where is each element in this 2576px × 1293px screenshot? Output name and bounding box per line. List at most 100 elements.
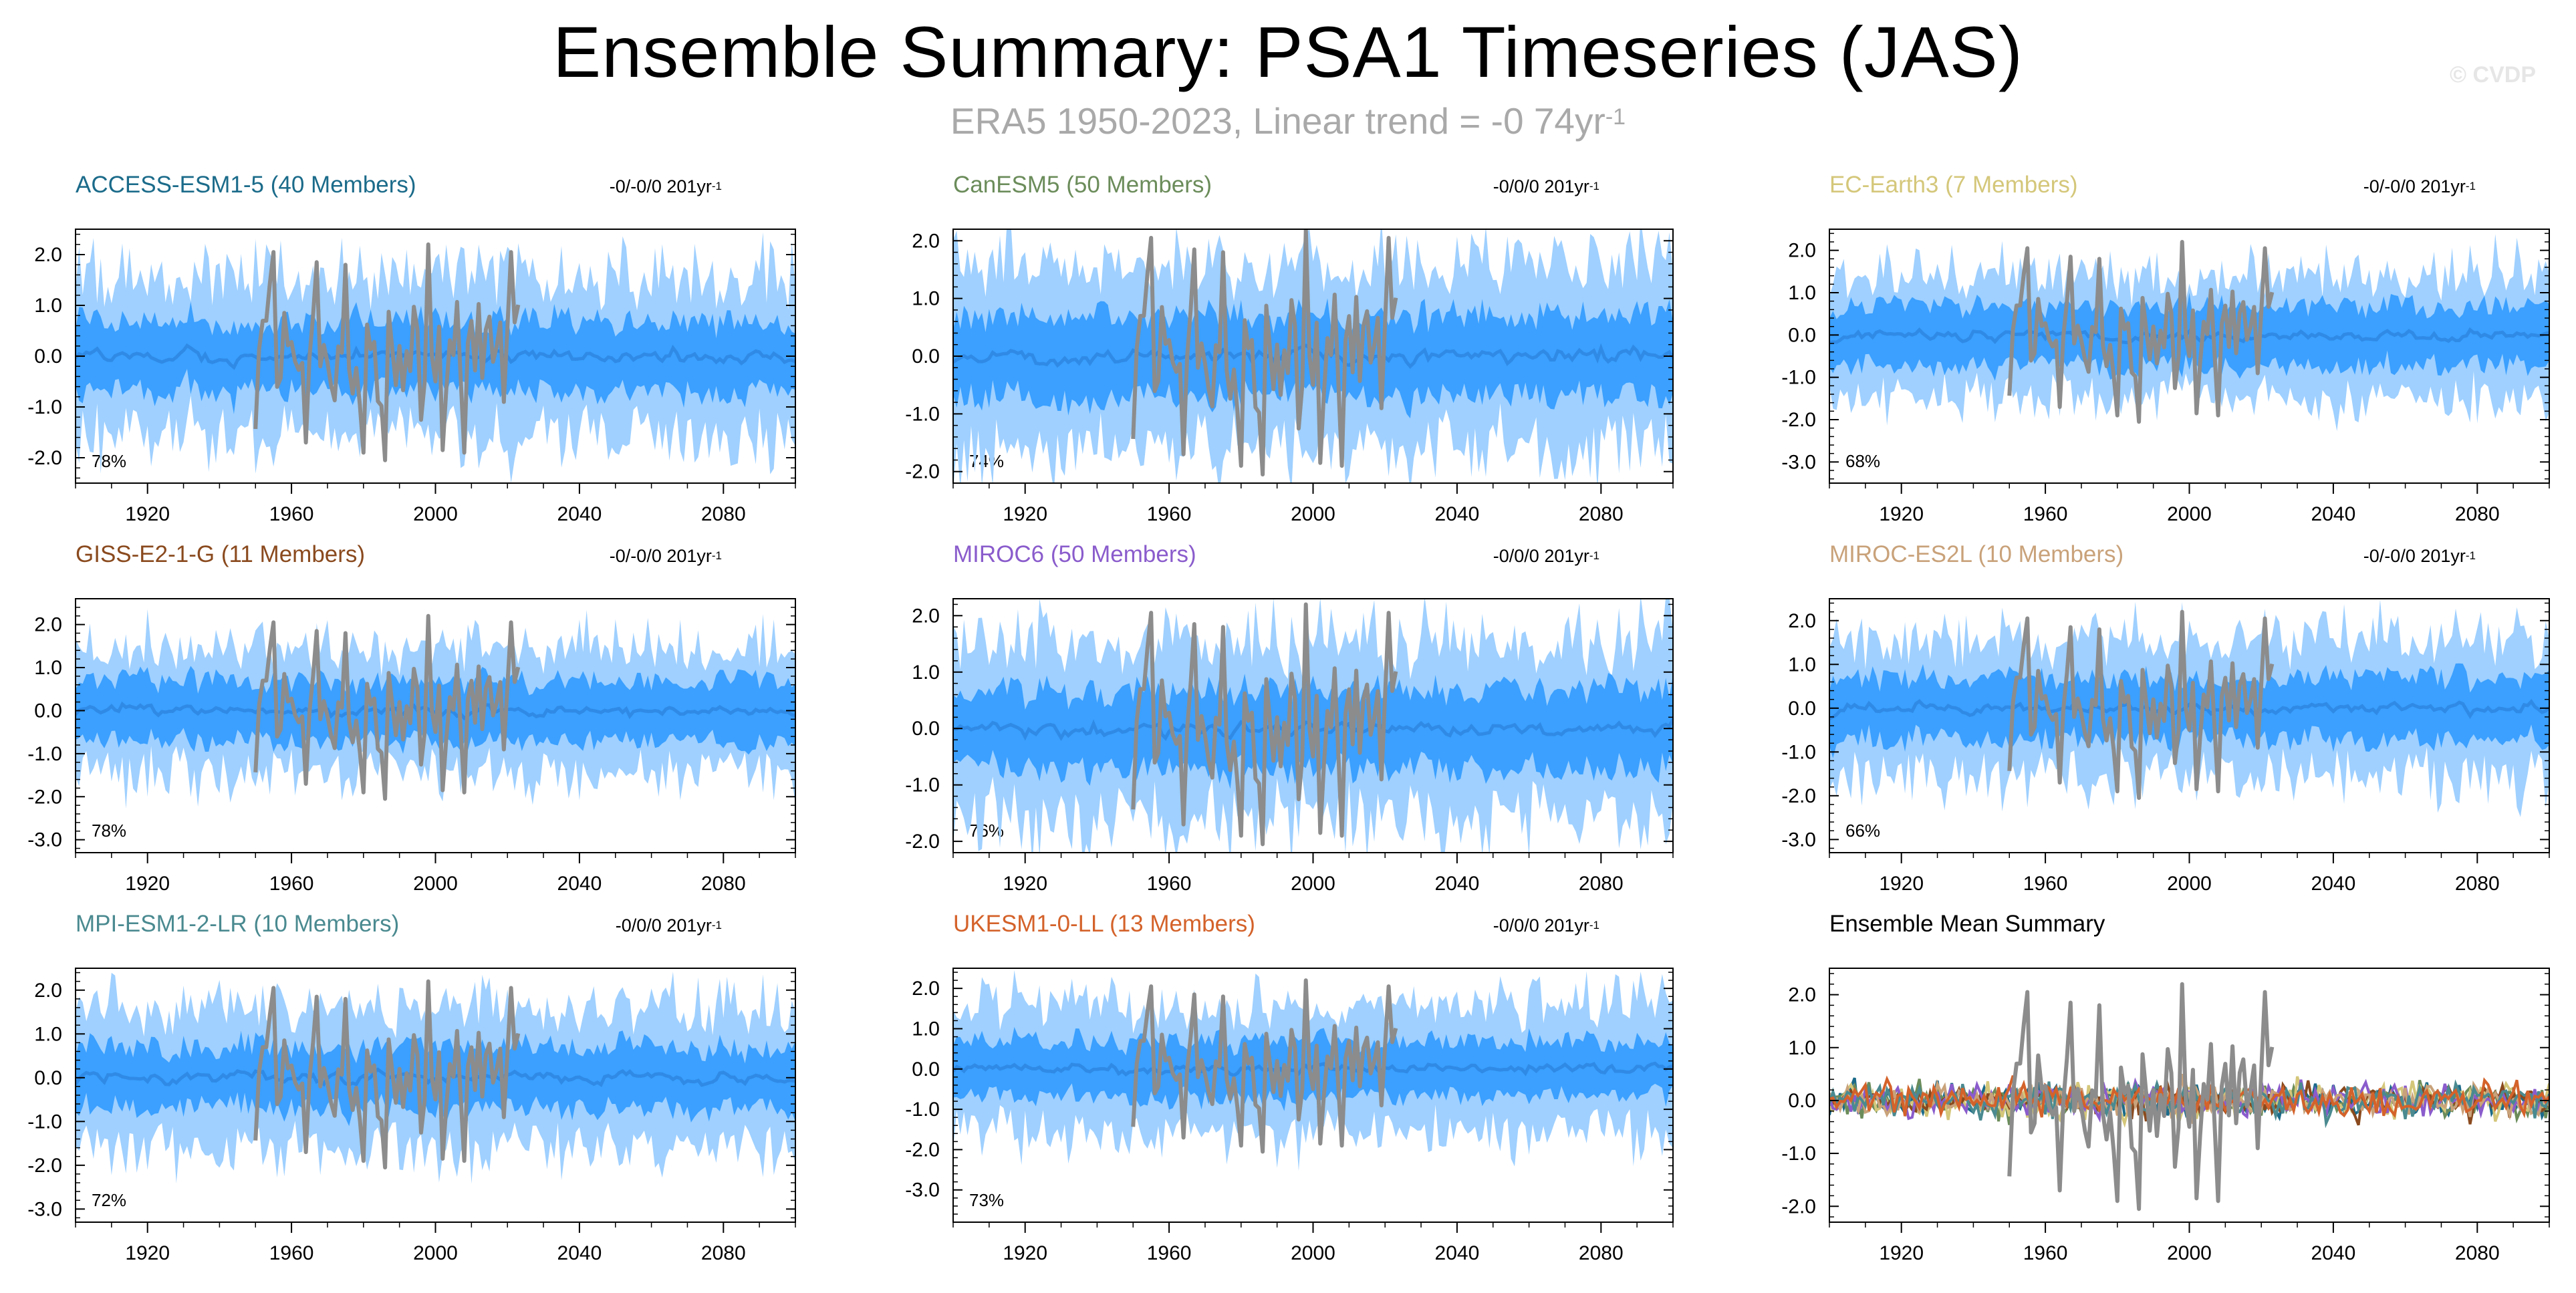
x-tick-label: 2040 xyxy=(2311,873,2356,895)
subtitle: ERA5 1950-2023, Linear trend = -0 74yr-1 xyxy=(0,99,2576,143)
observed-era5-line xyxy=(253,242,521,462)
x-tick-label: 2000 xyxy=(413,1242,458,1264)
panel-title: MPI-ESM1-2-LR (10 Members) xyxy=(76,911,400,937)
panel-trend: -0/-0/0 201yr-1 xyxy=(2363,174,2476,198)
panel-trend-text: -0/-0/0 201yr xyxy=(609,176,712,196)
panel-trend-text: -0/-0/0 201yr xyxy=(609,546,712,566)
y-tick-label: -1.0 xyxy=(27,396,62,418)
panel-trend-text: -0/-0/0 201yr xyxy=(2363,546,2466,566)
plot-area xyxy=(1829,599,2549,817)
y-tick-label: -1.0 xyxy=(27,1111,62,1133)
y-tick-label: 2.0 xyxy=(34,244,62,266)
panel-title: CanESM5 (50 Members) xyxy=(953,172,1212,198)
panel-trend-sup: -1 xyxy=(1589,549,1599,562)
plot-area xyxy=(76,972,795,1184)
panel-trend: -0/0/0 201yr-1 xyxy=(1493,174,1599,198)
plot-area xyxy=(953,599,1673,853)
y-tick-label: -1.0 xyxy=(1781,1143,1816,1165)
chart-panel-ecearth: EC-Earth3 (7 Members) -0/-0/0 201yr-1 68… xyxy=(1754,170,2576,528)
y-tick-label: 0.0 xyxy=(912,1058,940,1081)
observed-era5-line xyxy=(253,613,521,801)
y-tick-label: 2.0 xyxy=(912,230,940,252)
x-tick-label: 1920 xyxy=(125,503,170,525)
x-tick-label: 2000 xyxy=(413,503,458,525)
y-tick-label: 1.0 xyxy=(1788,654,1816,676)
y-tick-label: -2.0 xyxy=(1781,409,1816,431)
y-tick-label: -3.0 xyxy=(27,829,62,851)
x-tick-label: 1960 xyxy=(269,503,314,525)
observed-era5-line xyxy=(253,979,521,1170)
x-tick-label: 2040 xyxy=(1435,1242,1480,1264)
y-tick-label: -1.0 xyxy=(1781,367,1816,389)
panel-trend-sup: -1 xyxy=(2465,180,2476,192)
ensemble-mean-series xyxy=(1829,1076,2549,1128)
y-tick-label: 2.0 xyxy=(1788,240,1816,262)
x-tick-label: 1920 xyxy=(1003,1242,1047,1264)
x-tick-label: 2040 xyxy=(2311,503,2356,525)
chart-svg: -2.0 -1.0 0.0 1.0 2.0 1920 1960 2000 2040 2080 xyxy=(1781,968,2550,1264)
panel-title: ACCESS-ESM1-5 (40 Members) xyxy=(76,172,416,198)
y-tick-label: 2.0 xyxy=(912,978,940,1000)
x-tick-label: 1920 xyxy=(125,1242,170,1264)
chart-svg: -3.0 -2.0 -1.0 0.0 1.0 2.0 1920 1960 2000 2040 208… xyxy=(1781,229,2550,525)
y-tick-label: 1.0 xyxy=(912,662,940,684)
chart-panel-canesm: CanESM5 (50 Members) -0/0/0 201yr-1 74% … xyxy=(878,170,1700,528)
chart-panel-ensemble-summary: Ensemble Mean Summary -2.0 -1.0 0.0 1.0 2.0 1… xyxy=(1754,909,2576,1267)
subtitle-text: ERA5 1950-2023, Linear trend = -0 74yr xyxy=(950,100,1605,142)
y-tick-label: 1.0 xyxy=(34,1023,62,1045)
y-tick-label: -2.0 xyxy=(27,1155,62,1177)
y-tick-label: -1.0 xyxy=(905,1099,940,1121)
y-tick-label: 0.0 xyxy=(1788,698,1816,720)
y-tick-label: -3.0 xyxy=(27,1198,62,1220)
y-tick-label: 2.0 xyxy=(34,980,62,1002)
panel-trend-sup: -1 xyxy=(711,180,722,192)
y-tick-label: -2.0 xyxy=(27,786,62,808)
panel-percent: 66% xyxy=(1845,821,1881,841)
page-title: Ensemble Summary: PSA1 Timeseries (JAS) xyxy=(553,11,2023,92)
panel-trend: -0/0/0 201yr-1 xyxy=(616,913,722,938)
x-tick-label: 2040 xyxy=(557,1242,602,1264)
y-tick-label: 0.0 xyxy=(1788,324,1816,346)
y-tick-label: 0.0 xyxy=(34,345,62,368)
panel-percent: 73% xyxy=(969,1190,1005,1210)
panel-trend-text: -0/0/0 201yr xyxy=(1493,176,1589,196)
x-tick-label: 1960 xyxy=(2023,1242,2068,1264)
chart-svg: -3.0 -2.0 -1.0 0.0 1.0 2.0 1920 1960 2000 2040 208… xyxy=(27,968,796,1264)
chart-svg: -3.0 -2.0 -1.0 0.0 1.0 2.0 1920 1960 2000 2040 208… xyxy=(1781,598,2550,895)
chart-panel-access: ACCESS-ESM1-5 (40 Members) -0/-0/0 201yr… xyxy=(0,170,822,528)
panel-trend-text: -0/-0/0 201yr xyxy=(2363,176,2466,196)
y-tick-label: 1.0 xyxy=(34,657,62,679)
x-tick-label: 1960 xyxy=(2023,873,2068,895)
panel-trend: -0/-0/0 201yr-1 xyxy=(2363,544,2476,568)
panel-title: UKESM1-0-LL (13 Members) xyxy=(953,911,1255,937)
y-tick-label: 1.0 xyxy=(34,295,62,317)
panel-title: GISS-E2-1-G (11 Members) xyxy=(76,541,366,567)
panel-percent: 78% xyxy=(92,451,127,471)
y-tick-label: -1.0 xyxy=(27,743,62,765)
y-tick-label: 0.0 xyxy=(912,345,940,368)
x-tick-label: 1960 xyxy=(269,1242,314,1264)
chart-panel-ukesm: UKESM1-0-LL (13 Members) -0/0/0 201yr-1 … xyxy=(878,909,1700,1267)
plot-area xyxy=(76,609,795,809)
panel-trend-sup: -1 xyxy=(1589,180,1599,192)
x-tick-label: 1960 xyxy=(1147,503,1192,525)
panel-trend-text: -0/0/0 201yr xyxy=(1493,915,1589,936)
x-tick-label: 2000 xyxy=(2167,503,2212,525)
x-tick-label: 2080 xyxy=(1579,1242,1624,1264)
y-tick-label: -3.0 xyxy=(905,1179,940,1201)
panel-percent: 72% xyxy=(92,1190,127,1210)
x-tick-label: 1920 xyxy=(1003,873,1047,895)
y-tick-label: 1.0 xyxy=(1788,282,1816,304)
panel-trend-sup: -1 xyxy=(1589,919,1599,931)
plot-area xyxy=(76,232,795,483)
x-tick-label: 1960 xyxy=(1147,1242,1192,1264)
x-tick-label: 2000 xyxy=(1291,503,1335,525)
observed-era5-line xyxy=(2007,240,2275,424)
chart-svg: -2.0 -1.0 0.0 1.0 2.0 1920 1960 2000 2040 2080 xyxy=(905,598,1674,895)
x-tick-label: 1920 xyxy=(1879,503,1924,525)
copyright-watermark: © CVDP xyxy=(2450,62,2536,88)
panel-trend-sup: -1 xyxy=(711,549,722,562)
x-tick-label: 2000 xyxy=(413,873,458,895)
y-tick-label: -3.0 xyxy=(1781,829,1816,851)
panel-trend-sup: -1 xyxy=(2465,549,2476,562)
